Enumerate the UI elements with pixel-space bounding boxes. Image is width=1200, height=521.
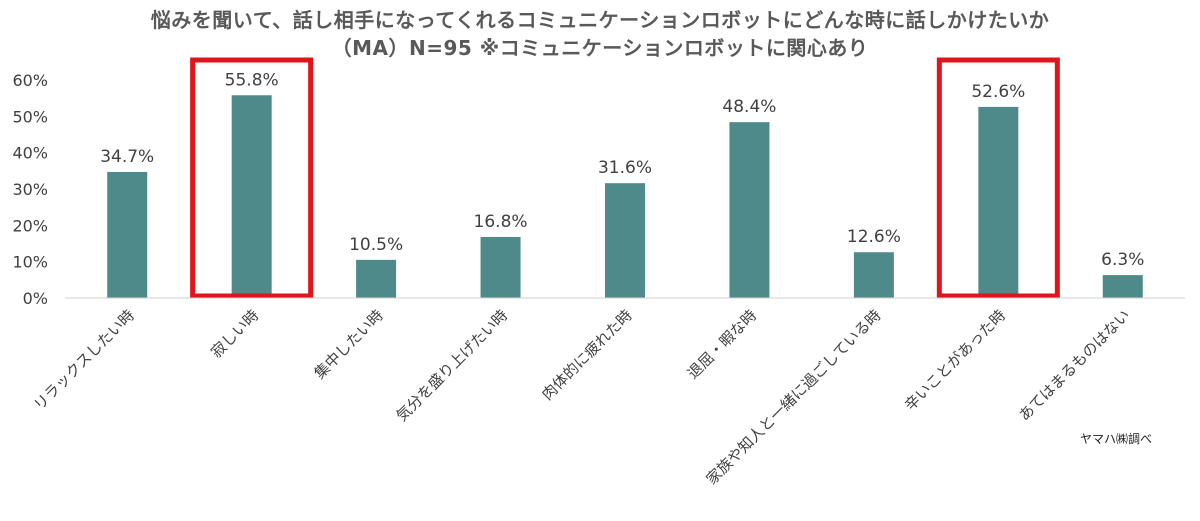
data-label: 6.3%	[1101, 250, 1144, 270]
category-label: 集中したい時	[311, 306, 387, 382]
category-label: 肉体的に疲れた時	[538, 306, 636, 404]
highlight-box	[190, 57, 314, 299]
category-label: 気分を盛り上げたい時	[393, 306, 512, 425]
bar	[729, 122, 770, 298]
chart-subtitle: （MA）N=95 ※コミュニケーションロボットに関心あり	[331, 36, 869, 60]
y-tick-label: 0%	[23, 289, 48, 308]
data-label: 10.5%	[349, 235, 403, 255]
bar	[978, 106, 1019, 299]
data-label: 48.4%	[722, 97, 776, 117]
bar	[231, 95, 272, 298]
data-label: 52.6%	[971, 82, 1025, 102]
bar	[356, 259, 397, 298]
category-label: 寂しい時	[207, 306, 262, 361]
y-tick-label: 60%	[12, 71, 48, 90]
category-label: あてはまるものはない	[1015, 306, 1133, 424]
y-tick-label: 30%	[12, 180, 48, 199]
y-tick-label: 10%	[12, 253, 48, 272]
data-label: 12.6%	[847, 227, 901, 247]
bar	[1102, 275, 1143, 298]
category-label: 退屈・暇な時	[684, 306, 760, 382]
y-tick-label: 40%	[12, 144, 48, 163]
category-label: リラックスしたい時	[30, 306, 138, 414]
y-tick-label: 20%	[12, 216, 48, 235]
category-label: 辛いことがあった時	[901, 306, 1009, 414]
data-label: 16.8%	[474, 212, 528, 232]
data-label: 55.8%	[225, 70, 279, 90]
highlight-box	[936, 57, 1060, 299]
bar	[853, 252, 894, 298]
y-tick-label: 50%	[12, 107, 48, 126]
chart-title: 悩みを聞いて、話し相手になってくれるコミュニケーションロボットにどんな時に話しか…	[150, 8, 1050, 32]
data-label: 31.6%	[598, 158, 652, 178]
bar	[605, 183, 645, 298]
source-note: ヤマハ㈱調べ	[1079, 432, 1152, 446]
bar	[107, 171, 148, 298]
bar	[480, 236, 521, 298]
data-label: 34.7%	[100, 147, 154, 167]
